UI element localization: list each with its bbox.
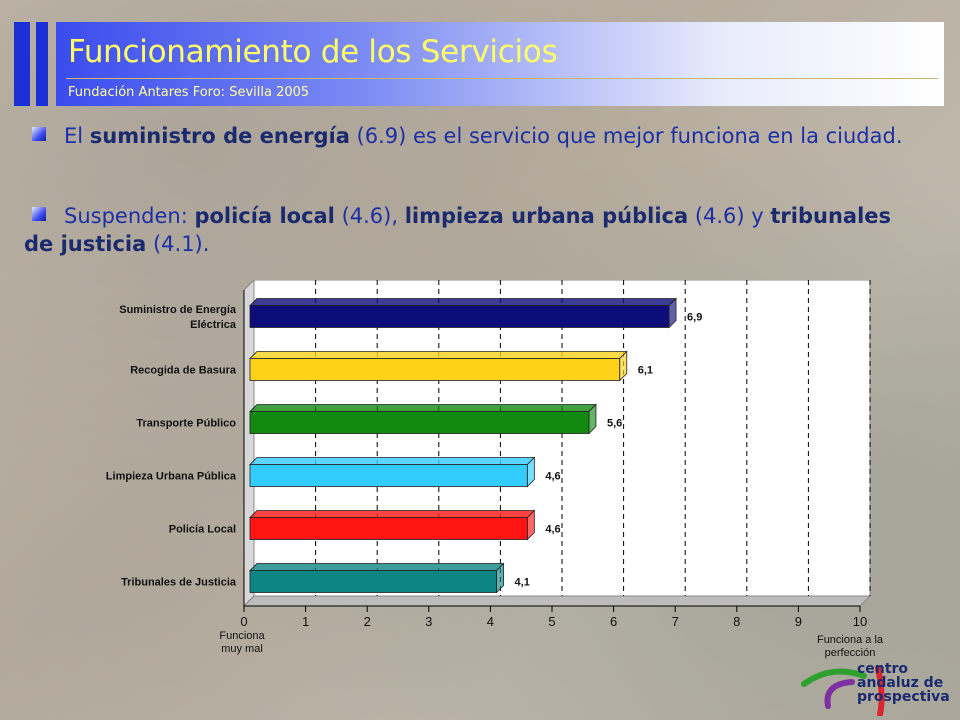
paragraph-energy: El suministro de energía (6.9) es el ser…	[24, 122, 924, 150]
bar-value-label: 5,6	[607, 418, 622, 430]
bar-value-label: 4,6	[545, 471, 560, 483]
bar-top-face	[249, 457, 536, 465]
bar-end-face	[526, 509, 535, 541]
category-label: Eléctrica	[190, 319, 237, 331]
text-run-bold: suministro de energía	[89, 124, 350, 148]
x-tick-label: 5	[548, 614, 555, 629]
bar-end-face	[526, 456, 535, 488]
x-tick-label: 8	[733, 614, 740, 629]
category-label: Limpieza Urbana Pública	[106, 471, 237, 483]
logo-swoosh-purple	[824, 679, 855, 709]
logo-text-line: andaluz de	[857, 675, 944, 691]
page-subtitle: Fundación Antares Foro: Sevilla 2005	[68, 85, 310, 100]
header-accent-bar	[36, 22, 48, 106]
bar-top-face	[249, 563, 505, 571]
bar-value-label: 4,6	[545, 524, 560, 536]
text-run-bold: limpieza urbana pública	[404, 204, 689, 228]
bar	[249, 464, 528, 487]
x-axis-left-annotation: Funciona	[219, 630, 265, 642]
text-run: El	[64, 124, 90, 148]
bar-end-face	[668, 297, 677, 329]
bar-end-face	[496, 562, 504, 594]
x-tick-label: 4	[487, 614, 494, 629]
plot-side-wall	[243, 280, 255, 608]
header-rule	[66, 78, 938, 79]
x-tick-label: 9	[795, 614, 802, 629]
services-bar-chart: 0 1 2 3 4 5 6 7 8 9 10 6,9 Suministro de Energía Eléc…	[106, 280, 884, 659]
square-bullet-icon	[32, 127, 46, 141]
logo-text-line: centro	[857, 661, 908, 677]
text-run-bold: policía local	[194, 204, 335, 228]
bar-value-label: 6,9	[687, 312, 702, 324]
bar-end-face	[588, 403, 597, 435]
x-tick-label: 0	[240, 614, 247, 629]
text-run-bold: tribunales de justicia	[24, 204, 892, 256]
header-accent-bar	[14, 22, 30, 106]
text-run: (4.1).	[146, 232, 210, 256]
logo-text-line: prospectiva	[857, 689, 950, 705]
bar	[249, 517, 528, 540]
bar-top-face	[249, 510, 536, 518]
category-label: Suministro de Energía	[119, 304, 237, 316]
text-run: (4.6),	[334, 204, 405, 228]
category-label: Tribunales de Justicia	[121, 577, 237, 589]
bar-end-face	[619, 350, 628, 382]
page-title: Funcionamiento de los Servicios	[68, 34, 558, 70]
text-run: (4.6) y	[688, 204, 771, 228]
square-bullet-icon	[32, 207, 46, 221]
x-tick-label: 7	[672, 614, 679, 629]
x-tick-label: 2	[364, 614, 371, 629]
x-axis-left-annotation: muy mal	[221, 643, 263, 655]
x-tick-label: 3	[425, 614, 432, 629]
bar-top-face	[249, 404, 597, 412]
header-band	[56, 22, 944, 106]
bar-value-label: 4,1	[515, 577, 530, 589]
text-run: Suspenden:	[64, 204, 195, 228]
logo-swoosh-green	[801, 668, 867, 687]
bar-top-face	[249, 298, 678, 306]
category-label: Recogida de Basura	[130, 365, 237, 377]
bar	[249, 570, 497, 593]
logo-swoosh-red	[875, 665, 885, 716]
bar	[249, 305, 670, 328]
bar	[249, 358, 621, 381]
x-tick-label: 10	[853, 614, 867, 629]
bar-top-face	[249, 351, 628, 359]
slide-header: Funcionamiento de los Servicios Fundació…	[12, 22, 944, 106]
logo-mark	[801, 665, 885, 716]
category-label: Policía Local	[169, 524, 236, 536]
x-axis-right-annotation: perfección	[825, 647, 876, 659]
x-tick-label: 6	[610, 614, 617, 629]
plot-floor	[242, 595, 872, 607]
logo-text: centro andaluz de prospectiva	[857, 662, 950, 704]
category-label: Transporte Público	[136, 418, 236, 430]
paragraph-suspenden: Suspenden: policía local (4.6), limpieza…	[24, 202, 924, 258]
x-tick-label: 1	[302, 614, 309, 629]
x-axis-right-annotation: Funciona a la	[817, 634, 884, 646]
text-run: (6.9) es el servicio que mejor funciona …	[349, 124, 903, 148]
bar-value-label: 6,1	[638, 365, 653, 377]
bar	[249, 411, 590, 434]
